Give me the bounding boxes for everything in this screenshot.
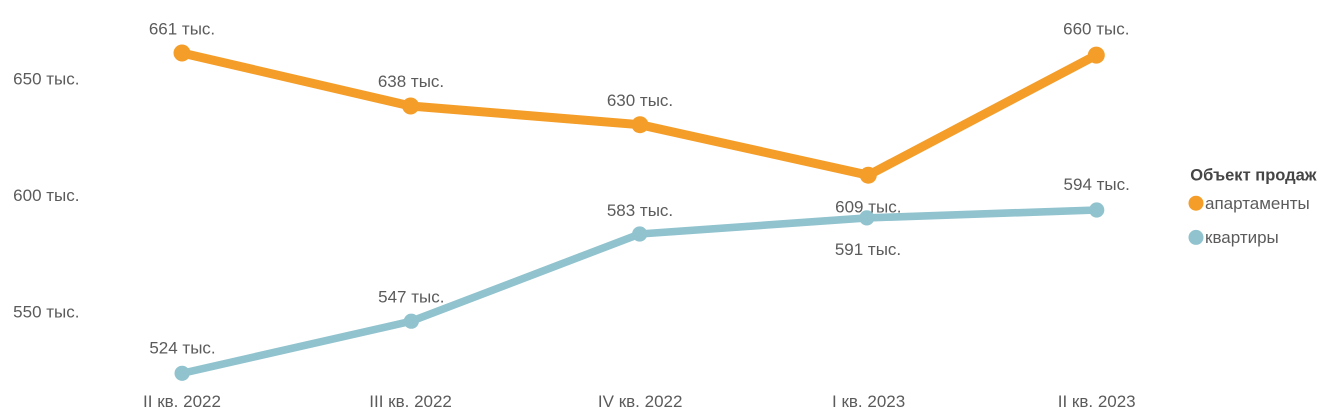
- svg-text:591 тыс.: 591 тыс.: [835, 240, 901, 259]
- svg-text:547 тыс.: 547 тыс.: [378, 288, 444, 307]
- svg-text:квартиры: квартиры: [1205, 228, 1279, 247]
- svg-text:II кв. 2022: II кв. 2022: [143, 392, 221, 411]
- svg-text:Объект продаж: Объект продаж: [1190, 166, 1316, 184]
- svg-text:600 тыс.: 600 тыс.: [13, 186, 79, 205]
- svg-text:II кв. 2023: II кв. 2023: [1058, 392, 1136, 411]
- svg-text:IV кв. 2022: IV кв. 2022: [598, 392, 683, 411]
- svg-text:630 тыс.: 630 тыс.: [607, 91, 673, 110]
- svg-text:594 тыс.: 594 тыс.: [1064, 175, 1130, 194]
- svg-text:660 тыс.: 660 тыс.: [1063, 19, 1129, 38]
- svg-text:I кв. 2023: I кв. 2023: [832, 392, 905, 411]
- svg-text:апартаменты: апартаменты: [1205, 194, 1310, 213]
- svg-text:III кв. 2022: III кв. 2022: [369, 392, 452, 411]
- svg-text:609 тыс.: 609 тыс.: [835, 197, 901, 216]
- svg-text:583 тыс.: 583 тыс.: [607, 201, 673, 220]
- svg-text:638 тыс.: 638 тыс.: [378, 72, 444, 91]
- svg-text:650 тыс.: 650 тыс.: [13, 69, 79, 88]
- svg-text:661 тыс.: 661 тыс.: [149, 19, 215, 38]
- svg-text:550 тыс.: 550 тыс.: [13, 302, 79, 321]
- svg-text:524 тыс.: 524 тыс.: [149, 339, 215, 358]
